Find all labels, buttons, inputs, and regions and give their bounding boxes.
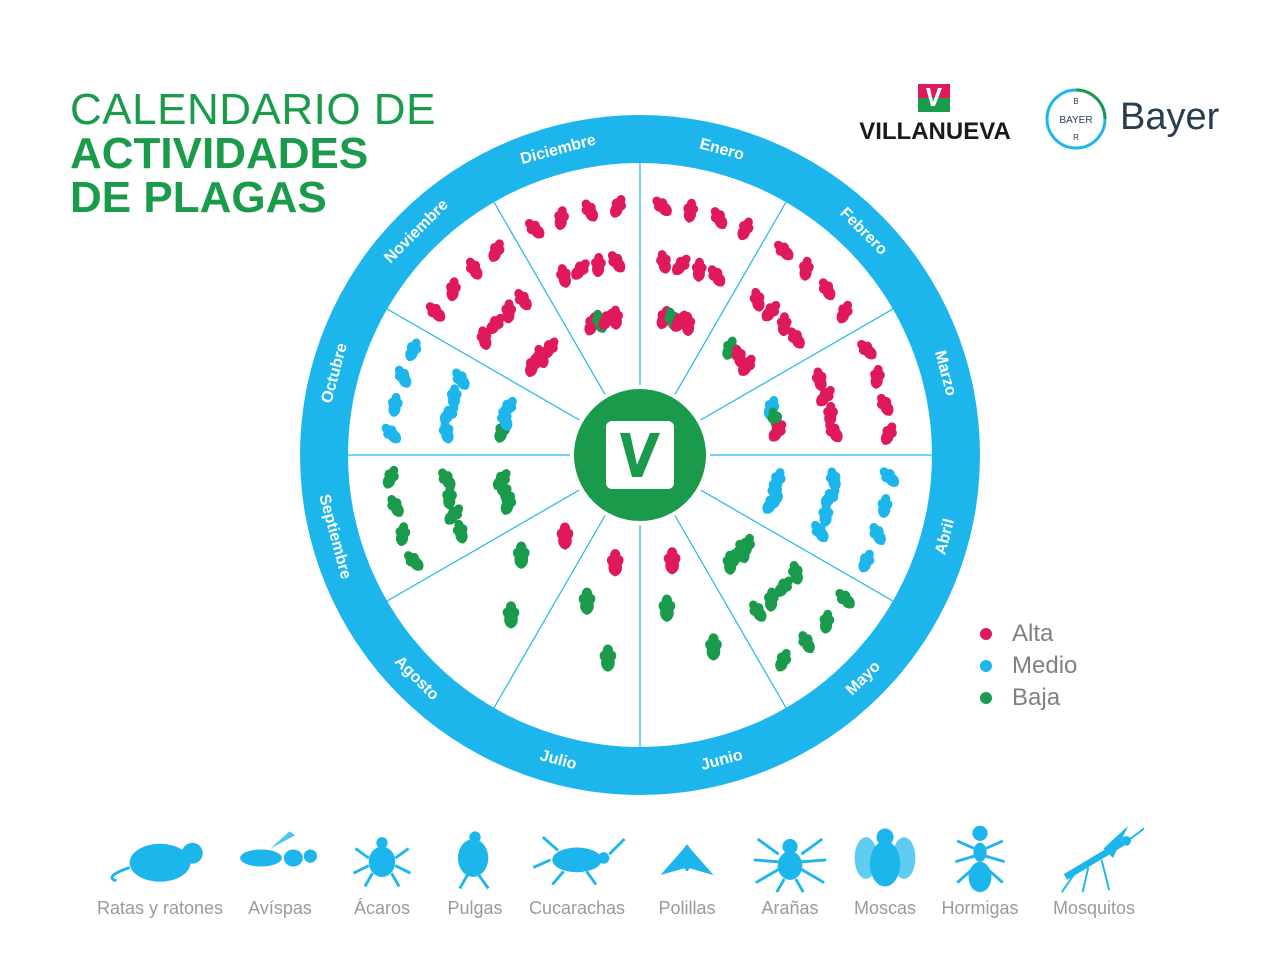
svg-text:B: B: [1073, 97, 1078, 106]
title-line-1: CALENDARIO DE: [70, 85, 436, 134]
legend-item-baja: Baja: [980, 682, 1077, 714]
pest-type-moth: Polillas: [627, 820, 747, 930]
pest-type-ant: Hormigas: [920, 820, 1040, 930]
bayer-wordmark: Bayer: [1120, 96, 1220, 138]
pest-type-rat: Ratas y ratones: [97, 820, 223, 930]
fly-icon: [854, 828, 916, 887]
pest-type-label: Hormigas: [941, 898, 1019, 918]
wedge-divider: [386, 308, 580, 421]
villanueva-center-icon: [620, 433, 660, 477]
pest-type-label: Polillas: [658, 898, 716, 918]
ant-icon: [954, 825, 1006, 893]
page-title: CALENDARIO DE ACTIVIDADES DE PLAGAS: [70, 88, 436, 220]
legend-label: Medio: [1012, 652, 1078, 679]
pest-type-mite: Ácaros: [322, 820, 442, 930]
spider-icon: [753, 837, 827, 893]
legend-dot: [980, 660, 992, 672]
pest-type-label: Mosquitos: [1052, 898, 1136, 918]
title-line-3: DE PLAGAS: [70, 173, 327, 222]
pest-type-label: Pulgas: [447, 898, 503, 918]
pest-type-mosquito: Mosquitos: [1034, 820, 1154, 930]
pest-type-wasp: Avíspas: [220, 820, 340, 930]
wedge-divider: [493, 515, 606, 709]
svg-text:R: R: [1073, 133, 1079, 142]
legend-item-medio: Medio: [980, 650, 1077, 682]
wedge-divider: [700, 308, 894, 421]
mite-icon: [352, 837, 412, 888]
activity-legend: Alta Medio Baja: [980, 618, 1077, 714]
wasp-icon: [240, 831, 318, 867]
legend-label: Alta: [1012, 620, 1054, 647]
center-badge: [606, 421, 674, 489]
villanueva-logo: VILLANUEVA: [840, 80, 1030, 160]
title-line-2: ACTIVIDADES: [70, 129, 369, 178]
wedge-divider: [674, 515, 787, 709]
pest-type-label: Ratas y ratones: [96, 898, 224, 918]
pest-type-fly: Moscas: [825, 820, 945, 930]
legend-label: Baja: [1012, 684, 1061, 711]
pest-type-label: Arañas: [761, 898, 819, 918]
rat-icon: [110, 842, 203, 883]
legend-item-alta: Alta: [980, 618, 1077, 650]
pest-type-label: Avíspas: [248, 898, 312, 918]
pest-type-label: Cucarachas: [528, 898, 626, 918]
partner-logos: VILLANUEVA BAYER B R Bayer: [840, 80, 1240, 160]
legend-dot: [980, 692, 992, 704]
villanueva-wordmark: VILLANUEVA: [859, 118, 1011, 145]
wedge-divider: [493, 201, 606, 395]
cockroach-icon: [532, 836, 626, 886]
mosquito-icon: [1060, 825, 1144, 893]
pest-type-cockroach: Cucarachas: [517, 820, 637, 930]
bayer-cross-logo: BAYER B R: [1045, 88, 1107, 150]
legend-dot: [980, 628, 992, 640]
pest-type-label: Ácaros: [353, 898, 411, 918]
wedge-divider: [386, 489, 580, 602]
wedge-divider: [700, 489, 894, 602]
flea-icon: [457, 831, 490, 890]
pest-type-label: Moscas: [853, 898, 916, 918]
pest-type-spider: Arañas: [730, 820, 850, 930]
moth-icon: [660, 844, 714, 876]
pest-type-flea: Pulgas: [415, 820, 535, 930]
wedge-divider: [674, 201, 787, 395]
villanueva-mark-icon: [918, 84, 950, 112]
pest-types-row: Ratas y ratones Avíspas Ácaros Pulgas Cucara…: [97, 820, 1180, 930]
bayer-cross-text: BAYER: [1059, 115, 1092, 126]
